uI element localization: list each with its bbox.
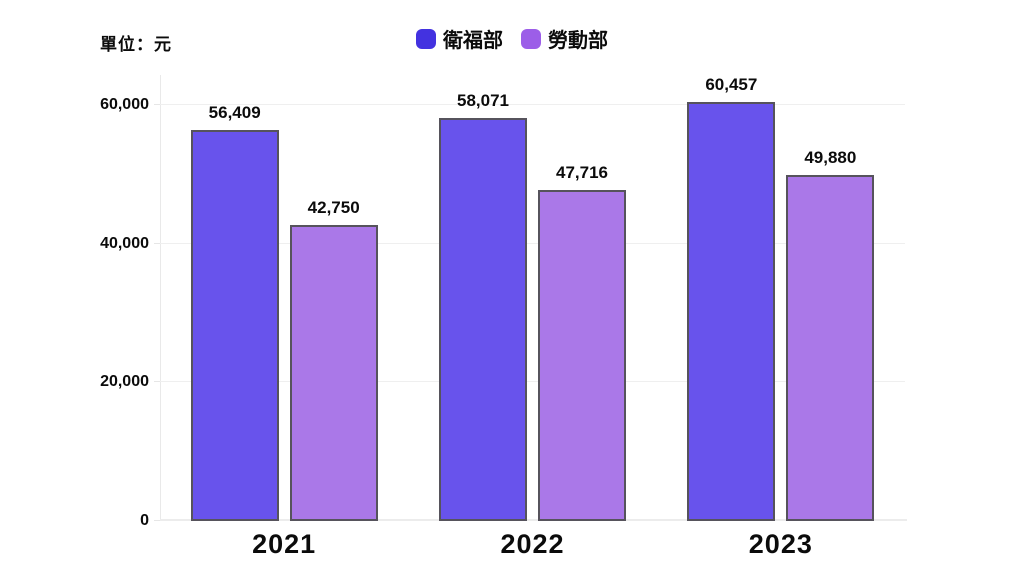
bar-value-label: 49,880 bbox=[804, 148, 857, 168]
legend-swatch-icon bbox=[416, 28, 436, 49]
x-tick-label: 2021 bbox=[252, 529, 317, 559]
bar-value-label: 47,716 bbox=[556, 163, 608, 183]
bar-value-label: 42,750 bbox=[307, 197, 360, 217]
y-tick-label: 0 bbox=[140, 512, 149, 529]
bar-2022-series1 bbox=[538, 190, 626, 521]
bar-value-label: 56,409 bbox=[208, 102, 261, 122]
x-tick-label: 2022 bbox=[500, 529, 565, 559]
legend-swatch-icon bbox=[521, 28, 541, 49]
plot-area: 0 20,000 40,000 60,000 56,409 42,750 2021 58,07… bbox=[100, 74, 907, 559]
y-tick-label: 40,000 bbox=[100, 234, 149, 252]
gridline bbox=[160, 242, 905, 244]
y-axis-line bbox=[160, 75, 161, 521]
bar-2021-series0 bbox=[190, 129, 279, 521]
unit-label: 單位：元 bbox=[100, 35, 172, 54]
y-tick-label: 60,000 bbox=[100, 96, 149, 113]
legend-item-series0: 衛福部 bbox=[416, 24, 503, 53]
gridline bbox=[160, 104, 905, 105]
bar-2021-series1 bbox=[289, 224, 378, 521]
y-tick-mark bbox=[154, 381, 160, 383]
gridline bbox=[160, 381, 905, 383]
x-tick-label: 2023 bbox=[748, 529, 813, 559]
y-tick-mark bbox=[154, 520, 160, 521]
y-tick-label: 20,000 bbox=[100, 373, 149, 391]
legend: 衛福部 勞動部 bbox=[0, 24, 1024, 53]
bar-2023-series1 bbox=[786, 175, 875, 521]
x-axis-line bbox=[160, 519, 907, 521]
legend-label: 勞動部 bbox=[548, 30, 608, 52]
legend-label: 衛福部 bbox=[443, 30, 503, 52]
bar-value-label: 60,457 bbox=[705, 74, 758, 94]
bar-2023-series0 bbox=[687, 101, 776, 521]
legend-item-series1: 勞動部 bbox=[521, 24, 608, 53]
y-tick-mark bbox=[154, 104, 160, 105]
bar-2022-series0 bbox=[439, 118, 527, 521]
y-tick-mark bbox=[154, 242, 160, 244]
bar-value-label: 58,071 bbox=[457, 91, 509, 111]
